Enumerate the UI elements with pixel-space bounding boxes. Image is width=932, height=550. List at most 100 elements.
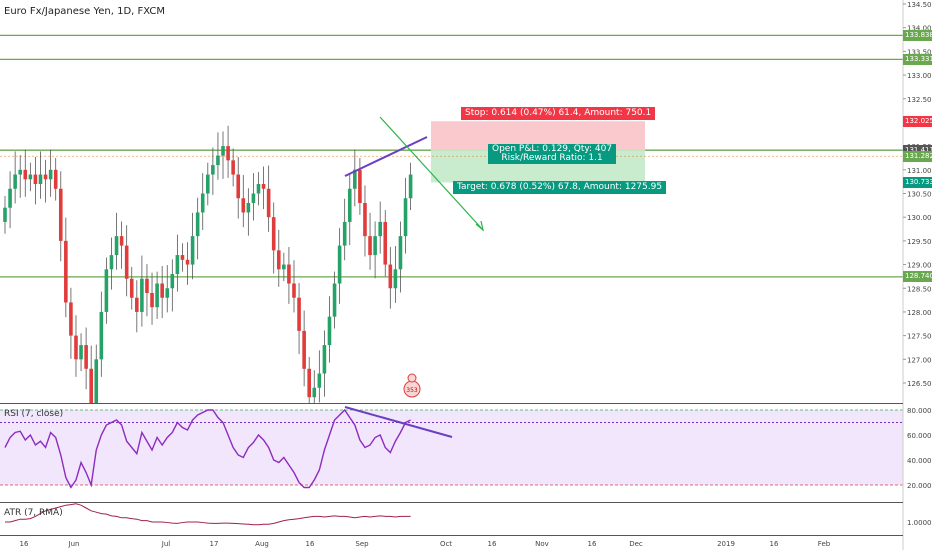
candle-body [84,345,88,369]
candle-body [226,146,230,161]
price-tag: 128.740 [903,271,932,283]
rsi-band [0,410,903,485]
candle-body [236,174,241,199]
candle-body [216,155,220,166]
price-tick-label: 131.000 [907,167,932,175]
candle-body [332,283,337,317]
price-tag: 132.025 [903,115,932,127]
candle-body [302,330,306,369]
atr-tick-label: 1.0000 [907,519,932,527]
candle-body [322,345,327,374]
time-tick-label: 16 [770,540,779,548]
candle-body [150,292,154,308]
candle-body [48,169,53,180]
candle-body [43,174,48,180]
candle-body [358,169,362,203]
candle-body [337,245,342,284]
trade-zone[interactable] [0,121,903,183]
rsi-tick-label: 80.0000 [907,407,932,415]
candle-body [64,240,68,303]
price-tick-label: 128.500 [907,285,932,293]
candle-body [378,221,382,237]
price-tick-label: 130.000 [907,214,932,222]
risk-reward-text: Risk/Reward Ratio: 1.1 [501,153,603,163]
candle-body [170,274,175,289]
projection-arrowhead [475,220,484,232]
candle-body [287,264,291,284]
events-badge[interactable]: 353 [403,373,421,398]
time-tick-label: 17 [210,540,219,548]
candle-body [89,368,93,403]
price-tag: 131.282 [903,150,932,162]
time-tick-label: 16 [488,540,497,548]
price-tick-label: 129.500 [907,238,932,246]
candle-body [114,236,119,256]
candle-body [109,255,114,270]
price-tag: 130.733 [903,176,932,188]
candle-body [353,169,357,189]
candle-body [18,169,23,175]
candle-body [266,188,271,218]
candle-body [119,236,124,246]
candle-body [180,255,185,260]
candle-body [241,198,246,213]
candle-body [221,146,225,156]
chart-title: Euro Fx/Japanese Yen, 1D, FXCM [4,6,166,17]
candle-body [53,169,58,189]
candle-body [175,255,180,275]
rsi-panel [0,406,903,489]
candle-body [28,174,33,180]
candle-body [38,174,43,185]
time-tick-label: 2019 [717,540,735,548]
candle-body [3,207,7,222]
candle-body [58,188,63,241]
price-tick-label: 126.500 [907,380,932,388]
candle-body [99,311,104,360]
price-tick-label: 130.500 [907,191,932,199]
candle-body [185,259,190,265]
time-tick-label: Feb [818,540,831,548]
candle-body [13,174,17,189]
candle-body [69,302,73,336]
candle-body [246,202,251,213]
candle-body [393,269,398,289]
candle-body [74,335,78,360]
price-tick-label: 127.000 [907,356,932,364]
target-label[interactable]: Target: 0.678 (0.52%) 67.8, Amount: 1275… [453,181,667,194]
candle-body [398,236,403,270]
candle-body [211,165,215,175]
candle-body [124,245,129,279]
atr-panel [5,503,411,526]
candle-body [408,174,413,199]
rsi-label: RSI (7, close) [4,409,64,419]
candle-body [33,174,38,185]
price-tick-label: 133.500 [907,48,932,56]
open-pnl-label[interactable]: Open P&L: 0.129, Qty: 407 Risk/Reward Ra… [488,144,617,164]
time-tick-label: Jun [68,540,80,548]
rsi-line [4,408,411,489]
candle-body [231,160,235,175]
rsi-tick-label: 60.0000 [907,432,932,440]
candle-body [368,236,372,256]
price-tag: 133.331 [903,53,932,65]
time-tick-label: 16 [20,540,29,548]
candle-body [251,193,256,203]
candle-body [200,193,205,213]
candle-body [403,198,408,237]
candle-body [104,269,109,312]
time-tick-label: Dec [629,540,643,548]
candle-body [327,316,332,346]
price-tick-label: 134.000 [907,25,932,33]
time-tick-label: 16 [306,540,315,548]
candle-body [94,359,99,403]
candle-body [312,387,317,398]
candle-body [271,217,276,251]
candle-body [388,264,393,289]
time-tick-label: 16 [588,540,597,548]
drawings[interactable] [344,116,484,232]
price-tick-label: 128.000 [907,309,932,317]
stop-label[interactable]: Stop: 0.614 (0.47%) 61.4, Amount: 750.1 [461,107,656,120]
events-badge-dot [407,373,417,383]
